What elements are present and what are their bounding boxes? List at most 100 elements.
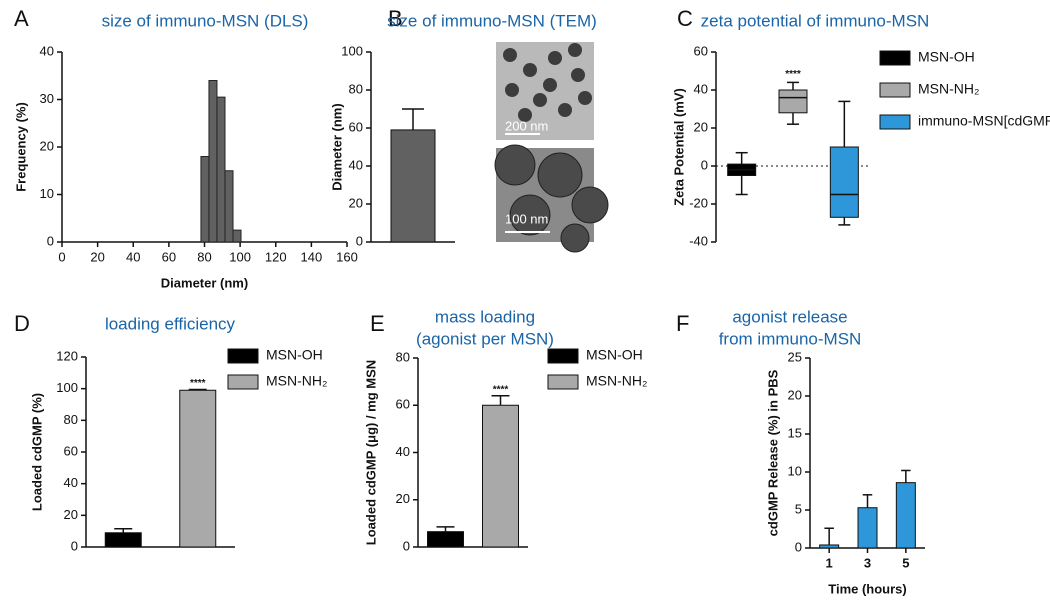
y-tick-label: -20	[689, 195, 708, 210]
bar	[819, 544, 840, 549]
bar	[857, 507, 878, 549]
legend-label: MSN-NH₂	[586, 373, 647, 389]
legend-swatch	[879, 82, 911, 98]
y-axis-label: Diameter (nm)	[329, 103, 344, 190]
y-tick-label: 40	[40, 43, 54, 58]
bar	[427, 531, 464, 548]
x-tick-label: 20	[90, 249, 104, 264]
box	[778, 89, 808, 114]
significance: ****	[190, 378, 206, 389]
y-tick-label: 10	[788, 463, 802, 478]
y-tick-label: 20	[788, 387, 802, 402]
histogram-bar	[232, 229, 242, 243]
y-tick-label: 25	[788, 349, 802, 364]
bar	[482, 404, 519, 548]
chart-title: size of immuno-MSN (TEM)	[387, 11, 597, 30]
legend-label: MSN-OH	[266, 347, 323, 363]
tem-images: 200 nm 100 nm	[494, 42, 609, 253]
histogram-bar	[200, 156, 210, 243]
y-tick-label: 20	[349, 195, 363, 210]
x-tick-label: 1	[826, 555, 833, 570]
y-tick-label: 0	[47, 233, 54, 248]
legend-label: MSN-NH₂	[918, 81, 979, 97]
y-tick-label: 120	[56, 348, 78, 363]
histogram-bar	[216, 96, 226, 243]
x-axis-label: Time (hours)	[828, 581, 907, 596]
scale-bar-label: 100 nm	[505, 211, 548, 226]
panel-label: A	[14, 6, 29, 31]
y-tick-label: 60	[694, 43, 708, 58]
x-axis-label: Diameter (nm)	[161, 275, 248, 290]
y-tick-label: 20	[40, 138, 54, 153]
legend-swatch	[879, 114, 911, 130]
y-tick-label: 60	[396, 397, 410, 412]
y-tick-label: 0	[701, 157, 708, 172]
histogram-bar	[224, 170, 234, 243]
y-tick-label: 40	[396, 444, 410, 459]
scale-bar-label: 200 nm	[505, 118, 548, 133]
y-tick-label: 15	[788, 425, 802, 440]
x-tick-label: 120	[265, 249, 287, 264]
panel-label: B	[388, 6, 403, 31]
x-tick-label: 40	[126, 249, 140, 264]
y-axis-label: Frequency (%)	[13, 102, 28, 192]
y-tick-label: 30	[40, 91, 54, 106]
significance: ****	[493, 384, 509, 395]
y-tick-label: 10	[40, 186, 54, 201]
y-tick-label: 20	[396, 491, 410, 506]
panel-label: F	[676, 311, 689, 336]
y-tick-label: 0	[71, 538, 78, 553]
y-axis-label: Zeta Potential (mV)	[671, 88, 686, 206]
y-axis-label: Loaded cdGMP (%)	[29, 393, 44, 511]
chart-title: (agonist per MSN)	[416, 329, 554, 348]
y-tick-label: 40	[349, 157, 363, 172]
y-tick-label: 80	[64, 412, 78, 427]
y-tick-label: 80	[349, 81, 363, 96]
bar	[895, 482, 916, 549]
panel-label: E	[370, 311, 385, 336]
panel-label: D	[14, 311, 30, 336]
bar	[390, 129, 436, 243]
chart-title: zeta potential of immuno-MSN	[701, 11, 930, 30]
y-tick-label: 20	[694, 119, 708, 134]
y-tick-label: 80	[396, 349, 410, 364]
x-tick-label: 140	[301, 249, 323, 264]
y-tick-label: 60	[349, 119, 363, 134]
y-tick-label: -40	[689, 233, 708, 248]
y-tick-label: 40	[64, 475, 78, 490]
legend-swatch	[547, 348, 579, 364]
legend-label: MSN-NH₂	[266, 373, 327, 389]
y-axis-label: cdGMP Release (%) in PBS	[765, 369, 780, 536]
legend-swatch	[227, 374, 259, 390]
y-tick-label: 100	[341, 43, 363, 58]
y-tick-label: 0	[795, 539, 802, 554]
y-tick-label: 0	[356, 233, 363, 248]
y-tick-label: 100	[56, 380, 78, 395]
bar	[179, 389, 217, 548]
chart-title: from immuno-MSN	[719, 329, 862, 348]
x-tick-label: 0	[58, 249, 65, 264]
histogram-bar	[208, 80, 218, 243]
legend-label: MSN-OH	[918, 49, 975, 65]
y-axis-label: Loaded cdGMP (μg) / mg MSN	[363, 360, 378, 545]
box	[829, 146, 859, 218]
legend-swatch	[227, 348, 259, 364]
chart-title: agonist release	[732, 307, 847, 326]
chart-title: mass loading	[435, 307, 535, 326]
legend-swatch	[879, 50, 911, 66]
x-tick-label: 3	[864, 555, 871, 570]
panel-label: C	[677, 6, 693, 31]
legend-swatch	[547, 374, 579, 390]
legend-label: MSN-OH	[586, 347, 643, 363]
x-tick-label: 60	[162, 249, 176, 264]
x-tick-label: 100	[229, 249, 251, 264]
bar	[104, 532, 142, 548]
y-tick-label: 20	[64, 507, 78, 522]
chart-title: loading efficiency	[105, 314, 236, 333]
y-tick-label: 40	[694, 81, 708, 96]
x-tick-label: 5	[902, 555, 909, 570]
x-tick-label: 80	[197, 249, 211, 264]
x-tick-label: 160	[336, 249, 358, 264]
y-tick-label: 0	[403, 538, 410, 553]
